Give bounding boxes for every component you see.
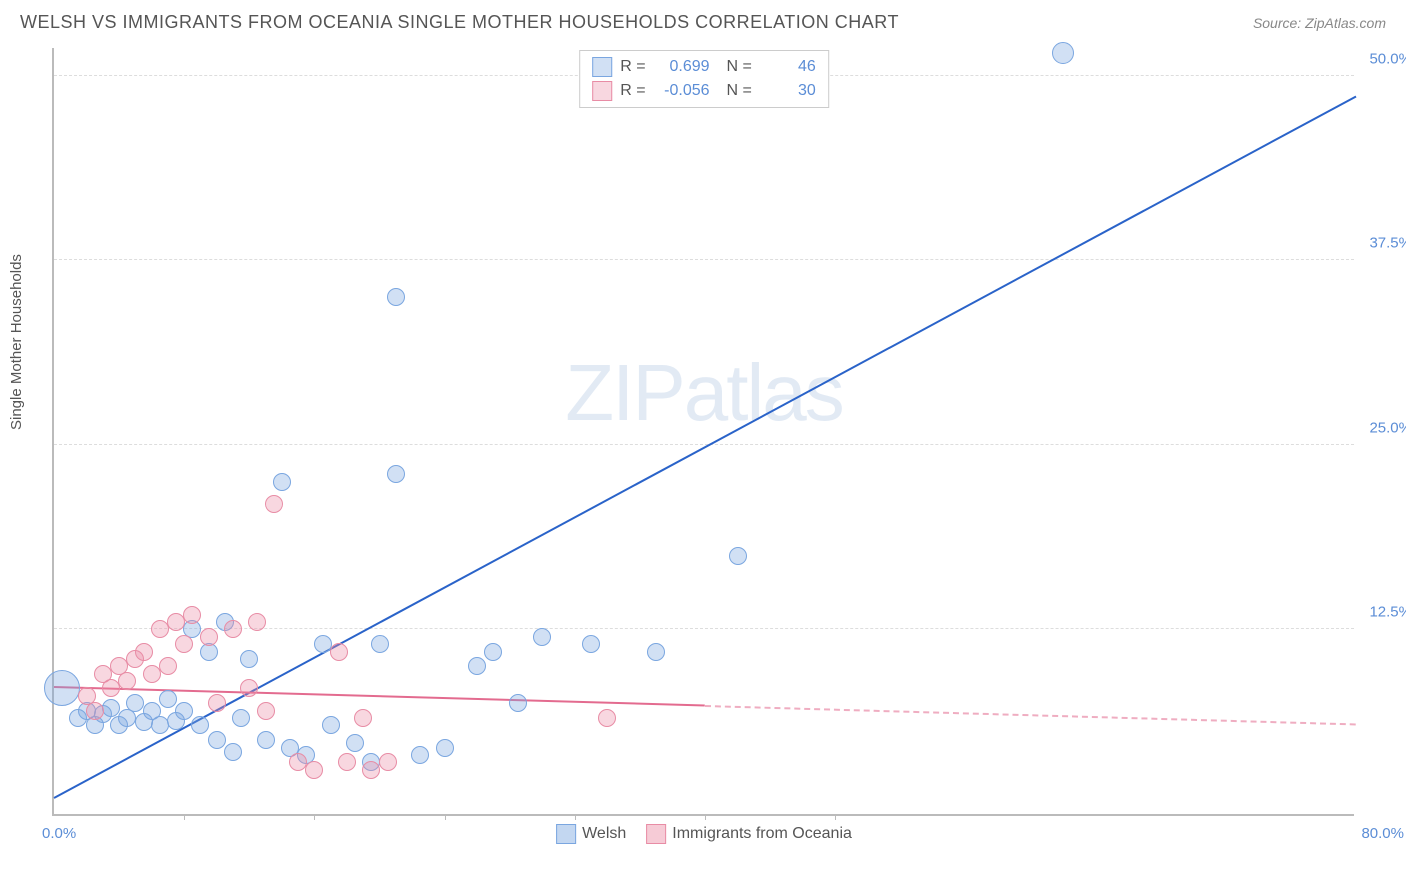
x-tick	[835, 814, 836, 820]
data-point	[208, 694, 226, 712]
legend-swatch	[592, 81, 612, 101]
legend-n-value: 46	[760, 58, 816, 76]
y-tick-label: 37.5%	[1369, 235, 1406, 252]
data-point	[533, 628, 551, 646]
data-point	[102, 699, 120, 717]
legend-swatch	[646, 824, 666, 844]
y-tick-label: 12.5%	[1369, 604, 1406, 621]
x-tick	[705, 814, 706, 820]
data-point	[1052, 42, 1074, 64]
data-point	[102, 679, 120, 697]
data-point	[322, 716, 340, 734]
data-point	[86, 702, 104, 720]
data-point	[729, 547, 747, 565]
data-point	[151, 620, 169, 638]
data-point	[362, 761, 380, 779]
watermark: ZIPatlas	[565, 347, 842, 439]
legend-item: Immigrants from Oceania	[646, 824, 852, 844]
data-point	[240, 650, 258, 668]
y-tick-label: 25.0%	[1369, 419, 1406, 436]
x-tick	[184, 814, 185, 820]
data-point	[240, 679, 258, 697]
series-legend: Welsh Immigrants from Oceania	[556, 824, 852, 844]
data-point	[338, 753, 356, 771]
data-point	[135, 643, 153, 661]
x-tick	[314, 814, 315, 820]
chart-title: WELSH VS IMMIGRANTS FROM OCEANIA SINGLE …	[20, 12, 899, 33]
x-axis-max-label: 80.0%	[1361, 825, 1404, 842]
legend-r-value: -0.056	[654, 82, 710, 100]
data-point	[151, 716, 169, 734]
data-point	[183, 606, 201, 624]
data-point	[167, 613, 185, 631]
data-point	[371, 635, 389, 653]
data-point	[232, 709, 250, 727]
data-point	[509, 694, 527, 712]
plot-area: ZIPatlas R = 0.699 N = 46 R = -0.056 N = 30 0…	[52, 48, 1354, 816]
data-point	[257, 702, 275, 720]
data-point	[387, 465, 405, 483]
legend-r-label: R =	[620, 58, 645, 76]
gridline	[54, 259, 1354, 260]
data-point	[354, 709, 372, 727]
data-point	[436, 739, 454, 757]
data-point	[248, 613, 266, 631]
data-point	[208, 731, 226, 749]
data-point	[305, 761, 323, 779]
data-point	[647, 643, 665, 661]
legend-r-label: R =	[620, 82, 645, 100]
data-point	[118, 672, 136, 690]
legend-n-label: N =	[718, 82, 752, 100]
data-point	[200, 628, 218, 646]
data-point	[159, 657, 177, 675]
data-point	[346, 734, 364, 752]
trend-line-dashed	[705, 705, 1356, 725]
x-axis-min-label: 0.0%	[42, 825, 76, 842]
legend-row: R = 0.699 N = 46	[592, 55, 816, 79]
correlation-legend: R = 0.699 N = 46 R = -0.056 N = 30	[579, 50, 829, 108]
data-point	[44, 670, 80, 706]
data-point	[598, 709, 616, 727]
y-axis-label: Single Mother Households	[8, 254, 25, 430]
data-point	[175, 635, 193, 653]
data-point	[191, 716, 209, 734]
x-tick	[575, 814, 576, 820]
data-point	[224, 620, 242, 638]
data-point	[143, 665, 161, 683]
data-point	[582, 635, 600, 653]
legend-row: R = -0.056 N = 30	[592, 79, 816, 103]
data-point	[159, 690, 177, 708]
data-point	[224, 743, 242, 761]
data-point	[387, 288, 405, 306]
data-point	[468, 657, 486, 675]
data-point	[175, 702, 193, 720]
data-point	[257, 731, 275, 749]
legend-label: Immigrants from Oceania	[672, 825, 852, 843]
legend-swatch	[556, 824, 576, 844]
legend-n-label: N =	[718, 58, 752, 76]
legend-item: Welsh	[556, 824, 626, 844]
data-point	[265, 495, 283, 513]
data-point	[273, 473, 291, 491]
gridline	[54, 628, 1354, 629]
data-point	[379, 753, 397, 771]
data-point	[411, 746, 429, 764]
gridline	[54, 444, 1354, 445]
legend-label: Welsh	[582, 825, 626, 843]
y-tick-label: 50.0%	[1369, 50, 1406, 67]
data-point	[330, 643, 348, 661]
legend-n-value: 30	[760, 82, 816, 100]
data-point	[484, 643, 502, 661]
chart-source: Source: ZipAtlas.com	[1253, 15, 1386, 31]
legend-swatch	[592, 57, 612, 77]
chart-header: WELSH VS IMMIGRANTS FROM OCEANIA SINGLE …	[0, 0, 1406, 41]
legend-r-value: 0.699	[654, 58, 710, 76]
x-tick	[445, 814, 446, 820]
